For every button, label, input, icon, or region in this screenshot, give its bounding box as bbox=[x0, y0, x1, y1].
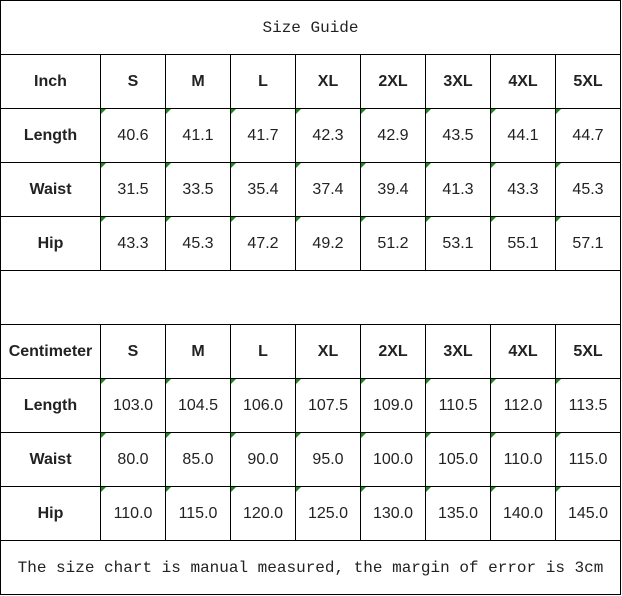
size-header-cell[interactable]: S bbox=[100, 54, 166, 109]
measure-label-cell[interactable]: Waist bbox=[0, 162, 101, 217]
value-cell[interactable]: 130.0 bbox=[360, 486, 426, 541]
title-cell[interactable]: Size Guide bbox=[0, 0, 621, 55]
value-cell[interactable]: 42.9 bbox=[360, 108, 426, 163]
value-cell[interactable]: 55.1 bbox=[490, 216, 556, 271]
value-cell[interactable]: 105.0 bbox=[425, 432, 491, 487]
size-header-cell[interactable]: XL bbox=[295, 324, 361, 379]
size-header-cell[interactable]: 5XL bbox=[555, 54, 621, 109]
value-cell[interactable]: 106.0 bbox=[230, 378, 296, 433]
size-header-cell[interactable]: S bbox=[100, 324, 166, 379]
cm-header-row: Centimeter S M L XL 2XL 3XL 4XL 5XL bbox=[0, 324, 621, 379]
size-header-cell[interactable]: 4XL bbox=[490, 324, 556, 379]
value-cell[interactable]: 45.3 bbox=[555, 162, 621, 217]
value-cell[interactable]: 103.0 bbox=[100, 378, 166, 433]
value-cell[interactable]: 39.4 bbox=[360, 162, 426, 217]
value-cell[interactable]: 115.0 bbox=[165, 486, 231, 541]
value-cell[interactable]: 43.5 bbox=[425, 108, 491, 163]
value-cell[interactable]: 80.0 bbox=[100, 432, 166, 487]
size-header-cell[interactable]: L bbox=[230, 324, 296, 379]
value-cell[interactable]: 140.0 bbox=[490, 486, 556, 541]
value-cell[interactable]: 42.3 bbox=[295, 108, 361, 163]
value-cell[interactable]: 109.0 bbox=[360, 378, 426, 433]
value-cell[interactable]: 57.1 bbox=[555, 216, 621, 271]
value-cell[interactable]: 104.5 bbox=[165, 378, 231, 433]
value-cell[interactable]: 107.5 bbox=[295, 378, 361, 433]
value-cell[interactable]: 95.0 bbox=[295, 432, 361, 487]
size-header-cell[interactable]: L bbox=[230, 54, 296, 109]
value-cell[interactable]: 113.5 bbox=[555, 378, 621, 433]
title-row: Size Guide bbox=[0, 0, 621, 55]
value-cell[interactable]: 110.0 bbox=[100, 486, 166, 541]
value-cell[interactable]: 47.2 bbox=[230, 216, 296, 271]
value-cell[interactable]: 40.6 bbox=[100, 108, 166, 163]
value-cell[interactable]: 33.5 bbox=[165, 162, 231, 217]
table-row: Length 40.6 41.1 41.7 42.3 42.9 43.5 44.1 44.7 bbox=[0, 108, 621, 163]
value-cell[interactable]: 135.0 bbox=[425, 486, 491, 541]
value-cell[interactable]: 44.7 bbox=[555, 108, 621, 163]
unit-header-cell[interactable]: Inch bbox=[0, 54, 101, 109]
table-row: Hip 110.0 115.0 120.0 125.0 130.0 135.0 140.0 14… bbox=[0, 486, 621, 541]
value-cell[interactable]: 145.0 bbox=[555, 486, 621, 541]
size-header-cell[interactable]: XL bbox=[295, 54, 361, 109]
value-cell[interactable]: 120.0 bbox=[230, 486, 296, 541]
blank-cell[interactable] bbox=[0, 270, 621, 325]
value-cell[interactable]: 45.3 bbox=[165, 216, 231, 271]
measure-label-cell[interactable]: Length bbox=[0, 108, 101, 163]
table-row: Waist 31.5 33.5 35.4 37.4 39.4 41.3 43.3 45.3 bbox=[0, 162, 621, 217]
value-cell[interactable]: 85.0 bbox=[165, 432, 231, 487]
value-cell[interactable]: 37.4 bbox=[295, 162, 361, 217]
size-header-cell[interactable]: M bbox=[165, 54, 231, 109]
size-header-cell[interactable]: 2XL bbox=[360, 324, 426, 379]
value-cell[interactable]: 110.5 bbox=[425, 378, 491, 433]
note-row: The size chart is manual measured, the m… bbox=[0, 540, 621, 595]
inch-header-row: Inch S M L XL 2XL 3XL 4XL 5XL bbox=[0, 54, 621, 109]
table-row: Length 103.0 104.5 106.0 107.5 109.0 110.5 112.… bbox=[0, 378, 621, 433]
value-cell[interactable]: 43.3 bbox=[490, 162, 556, 217]
size-header-cell[interactable]: 3XL bbox=[425, 54, 491, 109]
measure-label-cell[interactable]: Hip bbox=[0, 486, 101, 541]
value-cell[interactable]: 53.1 bbox=[425, 216, 491, 271]
size-header-cell[interactable]: 3XL bbox=[425, 324, 491, 379]
table-row: Waist 80.0 85.0 90.0 95.0 100.0 105.0 110.0 115.… bbox=[0, 432, 621, 487]
measure-label-cell[interactable]: Hip bbox=[0, 216, 101, 271]
size-header-cell[interactable]: 4XL bbox=[490, 54, 556, 109]
value-cell[interactable]: 51.2 bbox=[360, 216, 426, 271]
blank-row bbox=[0, 270, 621, 325]
value-cell[interactable]: 31.5 bbox=[100, 162, 166, 217]
size-header-cell[interactable]: 5XL bbox=[555, 324, 621, 379]
size-header-cell[interactable]: 2XL bbox=[360, 54, 426, 109]
value-cell[interactable]: 41.7 bbox=[230, 108, 296, 163]
value-cell[interactable]: 100.0 bbox=[360, 432, 426, 487]
note-cell[interactable]: The size chart is manual measured, the m… bbox=[0, 540, 621, 595]
value-cell[interactable]: 44.1 bbox=[490, 108, 556, 163]
measure-label-cell[interactable]: Waist bbox=[0, 432, 101, 487]
size-header-cell[interactable]: M bbox=[165, 324, 231, 379]
value-cell[interactable]: 43.3 bbox=[100, 216, 166, 271]
value-cell[interactable]: 49.2 bbox=[295, 216, 361, 271]
value-cell[interactable]: 110.0 bbox=[490, 432, 556, 487]
value-cell[interactable]: 125.0 bbox=[295, 486, 361, 541]
value-cell[interactable]: 41.3 bbox=[425, 162, 491, 217]
value-cell[interactable]: 112.0 bbox=[490, 378, 556, 433]
value-cell[interactable]: 35.4 bbox=[230, 162, 296, 217]
value-cell[interactable]: 115.0 bbox=[555, 432, 621, 487]
value-cell[interactable]: 41.1 bbox=[165, 108, 231, 163]
measure-label-cell[interactable]: Length bbox=[0, 378, 101, 433]
unit-header-cell[interactable]: Centimeter bbox=[0, 324, 101, 379]
table-row: Hip 43.3 45.3 47.2 49.2 51.2 53.1 55.1 57.1 bbox=[0, 216, 621, 271]
value-cell[interactable]: 90.0 bbox=[230, 432, 296, 487]
